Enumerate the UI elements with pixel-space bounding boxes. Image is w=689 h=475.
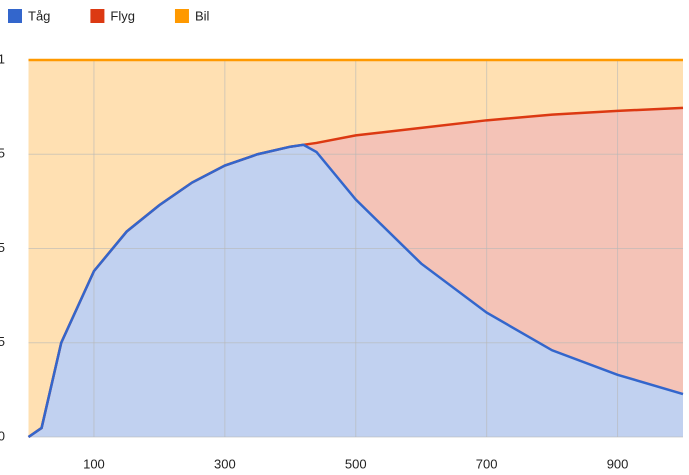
legend-label: Tåg — [28, 8, 50, 23]
legend-swatch — [90, 9, 105, 23]
legend-swatch — [8, 9, 22, 23]
y-tick-label: 0 — [0, 428, 5, 443]
area — [28, 107, 683, 437]
x-tick-label: 700 — [476, 456, 498, 471]
x-tick-label: 100 — [83, 456, 105, 471]
y-tick-label: 0.5 — [0, 240, 5, 255]
x-tick-label: 300 — [214, 456, 236, 471]
legend-label: Flyg — [110, 8, 135, 23]
line — [27, 143, 684, 439]
x-tick-label: 500 — [345, 456, 367, 471]
legend-label: Bil — [195, 8, 210, 23]
y-tick-label: 0.75 — [0, 146, 5, 161]
legend-swatch — [174, 9, 189, 23]
x-tick-label: 900 — [607, 456, 629, 471]
y-tick-label: 1 — [0, 51, 5, 66]
y-tick-label: 0.25 — [0, 334, 5, 349]
